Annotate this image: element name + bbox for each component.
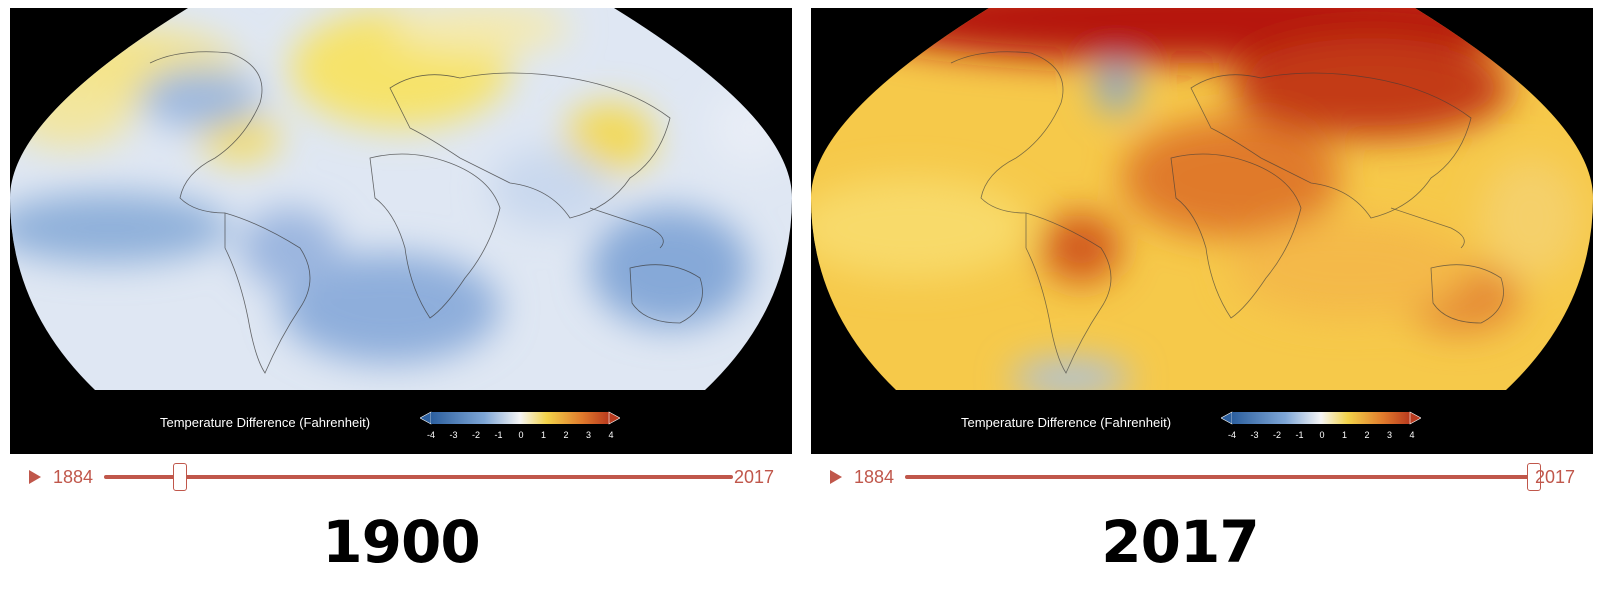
legend-tick: 2 [1364,430,1370,440]
panel-1900: Temperature Difference (Fahrenheit) -4 -… [10,8,792,498]
slider-handle[interactable] [172,463,187,491]
year-slider-2017: 1884 2017 [811,454,1593,498]
legend-gradient [431,412,609,424]
legend-colorbar [420,411,620,425]
temperature-map-1900: Temperature Difference (Fahrenheit) -4 -… [10,8,792,454]
color-legend-2017: Temperature Difference (Fahrenheit) -4 -… [811,398,1593,454]
legend-ticks: -4 -3 -2 -1 0 1 2 3 4 [1228,430,1415,442]
selected-year-1900: 1900 [322,508,480,576]
legend-max-arrow [1409,411,1421,425]
legend-tick: -4 [1227,430,1236,440]
slider-end-year: 2017 [1534,467,1575,487]
panel-2017: Temperature Difference (Fahrenheit) -4 -… [811,8,1593,498]
legend-tick: 1 [540,430,546,440]
legend-tick: 1 [1341,430,1347,440]
country-outlines-1900 [149,51,703,374]
legend-tick: 4 [608,430,614,440]
legend-colorbar [1221,411,1421,425]
slider-handle[interactable] [1527,463,1541,491]
legend-tick: -3 [449,430,458,440]
year-slider-1900: 1884 2017 [10,454,792,498]
world-map-2017 [811,8,1593,454]
legend-tick: -2 [1272,430,1281,440]
legend-title: Temperature Difference (Fahrenheit) [160,415,371,430]
legend-tick: -1 [494,430,503,440]
color-legend-1900: Temperature Difference (Fahrenheit) -4 -… [10,398,792,454]
legend-tick: -3 [1250,430,1259,440]
play-icon[interactable] [29,470,41,484]
slider-end-year: 2017 [733,467,774,487]
legend-max-arrow [608,411,620,425]
world-map-1900 [10,8,792,454]
legend-tick: 3 [1386,430,1392,440]
play-icon[interactable] [830,470,842,484]
legend-tick: 3 [585,430,591,440]
slider-start-year: 1884 [854,467,895,487]
legend-gradient [1232,412,1410,424]
slider-track[interactable] [104,463,733,491]
slider-start-year: 1884 [53,467,94,487]
temperature-map-2017: Temperature Difference (Fahrenheit) -4 -… [811,8,1593,454]
anomaly-field-1900 [10,8,792,390]
legend-tick: -2 [471,430,480,440]
anomaly-field-2017 [811,8,1593,390]
slider-track[interactable] [905,463,1541,491]
legend-tick: 0 [518,430,524,440]
legend-min-arrow [420,411,432,425]
legend-title: Temperature Difference (Fahrenheit) [961,415,1172,430]
legend-min-arrow [1221,411,1233,425]
legend-tick: 2 [563,430,569,440]
legend-tick: 0 [1319,430,1325,440]
legend-ticks: -4 -3 -2 -1 0 1 2 3 4 [427,430,614,442]
legend-tick: 4 [1409,430,1415,440]
country-outlines-2017 [950,51,1504,374]
legend-tick: -1 [1295,430,1304,440]
selected-year-2017: 2017 [1101,508,1259,576]
legend-tick: -4 [426,430,435,440]
